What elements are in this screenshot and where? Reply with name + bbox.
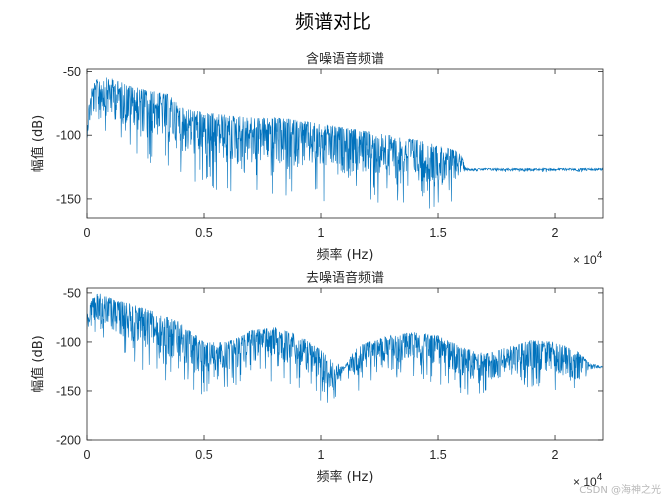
y-tick-label: -150	[56, 384, 81, 398]
x-tick-label: 1.5	[429, 226, 446, 240]
x-tick-label: 1	[318, 226, 325, 240]
x-scale-exponent-label: × 104	[573, 250, 603, 267]
x-tick-label: 1	[318, 448, 325, 462]
y-tick-label: -50	[63, 65, 81, 79]
spectrum-line-series-0	[87, 77, 603, 209]
x-scale-base: × 10	[573, 475, 597, 489]
x-tick-label: 2	[552, 226, 559, 240]
x-axis-label: 频率 (Hz)	[317, 247, 374, 263]
subplot-noisy-spectrum: 含噪语音频谱 0 0.5 1 1.5 2 -50 -100 -150 频率 (Hz) 幅值 (dB)…	[30, 51, 604, 267]
x-axis-label: 频率 (Hz)	[317, 469, 374, 485]
subplot-denoised-spectrum: 去噪语音频谱 0 0.5 1 1.5 2 -50 -100 -150 -200 频率 (Hz) 幅值 …	[30, 270, 604, 489]
axes-title: 去噪语音频谱	[306, 270, 384, 286]
y-tick-label: -100	[56, 335, 81, 349]
x-tick-label: 1.5	[429, 448, 446, 462]
y-tick-label: -150	[56, 192, 81, 206]
watermark: CSDN @海神之光	[579, 485, 661, 496]
y-tick-label: -50	[63, 286, 81, 300]
x-scale-exponent-label: × 104	[573, 472, 603, 489]
x-tick-label: 0	[84, 226, 91, 240]
x-scale-exp: 4	[597, 250, 603, 261]
spectrum-line-series-0	[87, 293, 603, 403]
x-tick-label: 0.5	[195, 226, 212, 240]
axes-box	[86, 287, 604, 441]
y-tick-label: -100	[56, 129, 81, 143]
y-tick-label: -200	[56, 434, 81, 448]
x-tick-label: 0.5	[195, 448, 212, 462]
x-scale-exp: 4	[597, 472, 603, 483]
x-tick-label: 2	[552, 448, 559, 462]
axes-title: 含噪语音频谱	[306, 51, 384, 67]
y-axis-label: 幅值 (dB)	[30, 335, 46, 392]
axes-box	[86, 68, 604, 219]
x-tick-label: 0	[84, 448, 91, 462]
x-scale-base: × 10	[573, 253, 597, 267]
y-axis-label: 幅值 (dB)	[30, 115, 46, 172]
figure-title: 频谱对比	[295, 11, 371, 33]
